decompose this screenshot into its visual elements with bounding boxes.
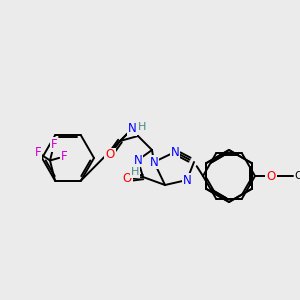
Text: H: H: [131, 167, 139, 177]
Text: N: N: [128, 122, 136, 136]
Text: F: F: [35, 146, 41, 159]
Text: CH$_3$: CH$_3$: [294, 169, 300, 183]
Text: F: F: [61, 150, 67, 163]
Text: O: O: [266, 169, 276, 182]
Text: O: O: [122, 172, 132, 185]
Text: H: H: [138, 122, 146, 132]
Text: F: F: [51, 138, 57, 151]
Text: O: O: [105, 148, 115, 161]
Text: N: N: [171, 146, 179, 158]
Text: N: N: [183, 173, 191, 187]
Text: N: N: [150, 155, 158, 169]
Text: N: N: [134, 154, 142, 166]
